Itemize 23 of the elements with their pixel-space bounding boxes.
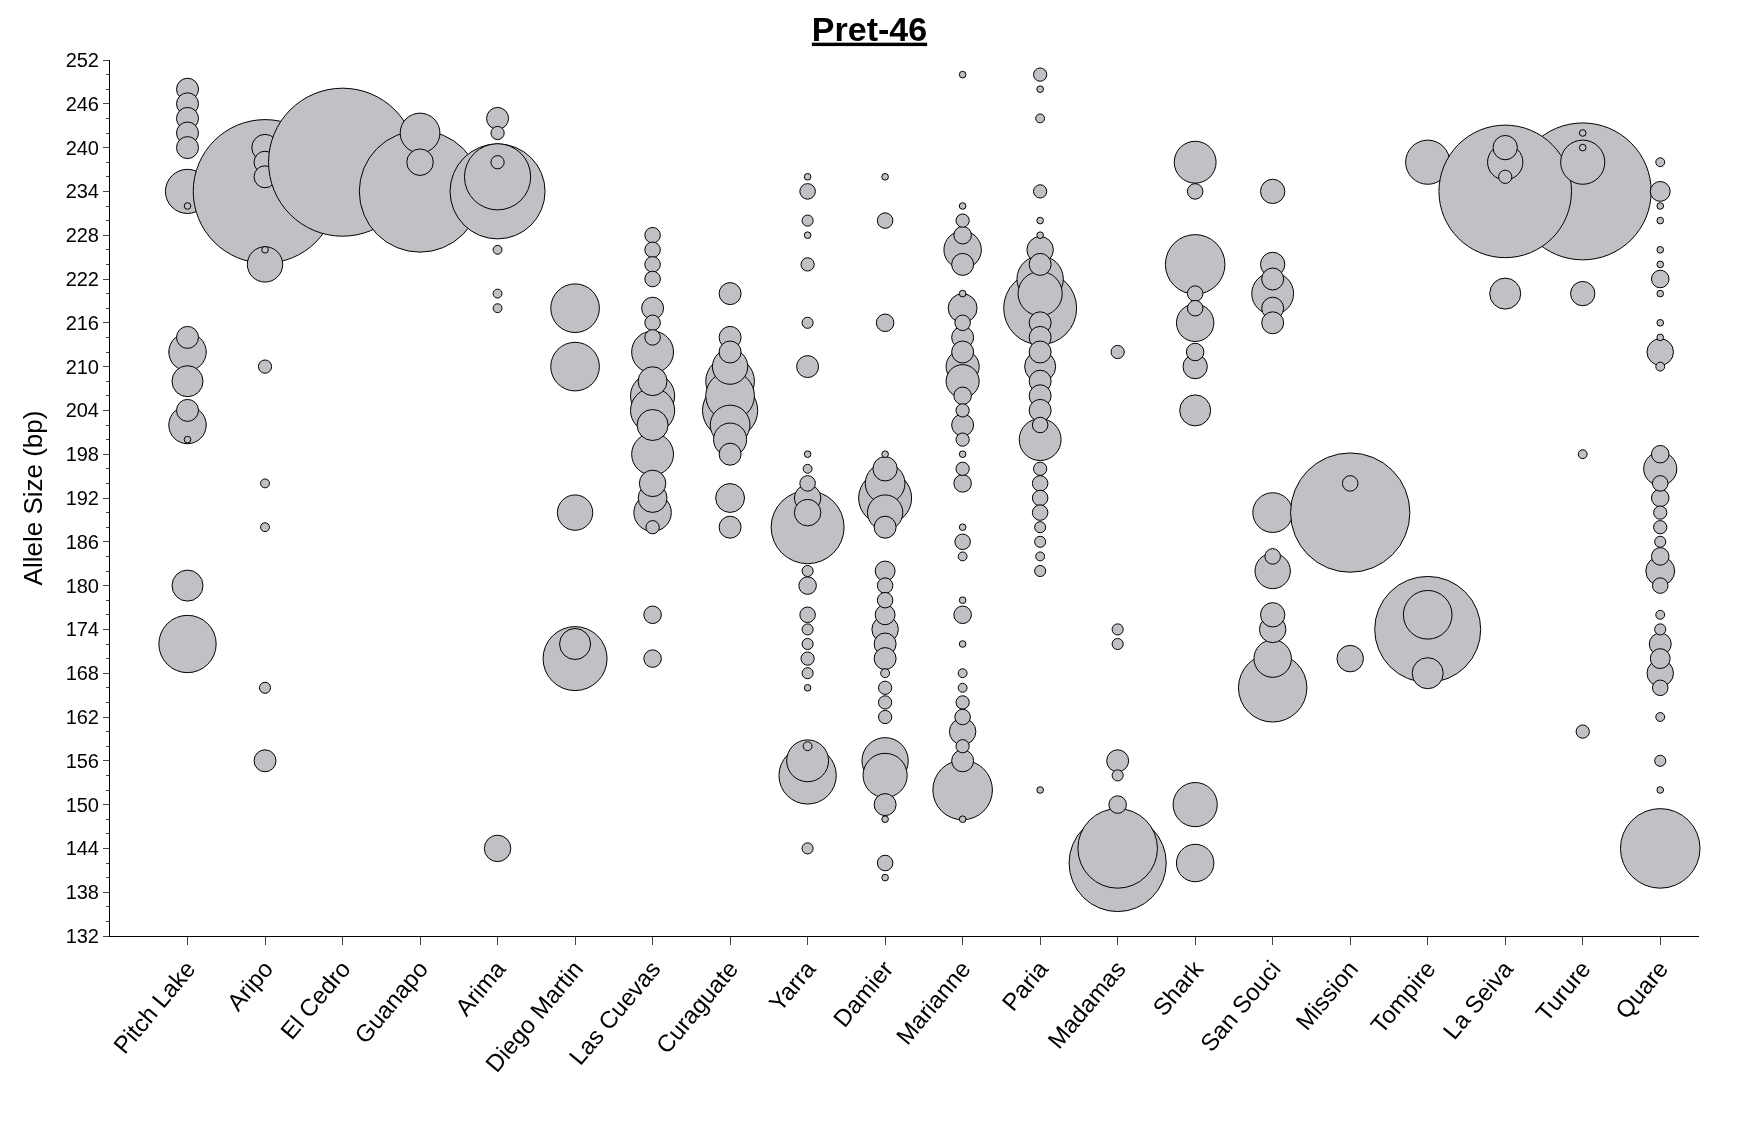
- y-tick-label: 180: [65, 574, 99, 597]
- y-axis-title: Allele Size (bp): [18, 410, 49, 586]
- y-tick-label: 228: [65, 224, 99, 247]
- y-tick-label: 216: [65, 311, 99, 334]
- y-tick-label: 162: [65, 706, 99, 728]
- y-tick-label: 204: [65, 399, 99, 422]
- y-tick-label: 246: [65, 92, 99, 115]
- y-tick-label: 168: [65, 662, 99, 685]
- y-tick-label: 156: [65, 749, 99, 772]
- y-tick-label: 138: [65, 881, 99, 904]
- y-tick-label: 222: [65, 268, 99, 290]
- y-tick-label: 234: [65, 180, 99, 203]
- y-tick-label: 240: [65, 136, 99, 159]
- y-tick-label: 174: [65, 618, 99, 641]
- y-tick-label: 252: [65, 49, 99, 71]
- y-tick-label: 210: [65, 355, 99, 378]
- y-tick-label: 150: [65, 793, 99, 816]
- y-tick-label: 186: [65, 530, 99, 553]
- y-tick-label: 144: [65, 837, 99, 860]
- y-tick-label: 198: [65, 443, 99, 466]
- chart-title: Pret-46: [811, 9, 928, 48]
- y-tick-label: 192: [65, 487, 99, 509]
- y-tick-label: 132: [65, 925, 99, 947]
